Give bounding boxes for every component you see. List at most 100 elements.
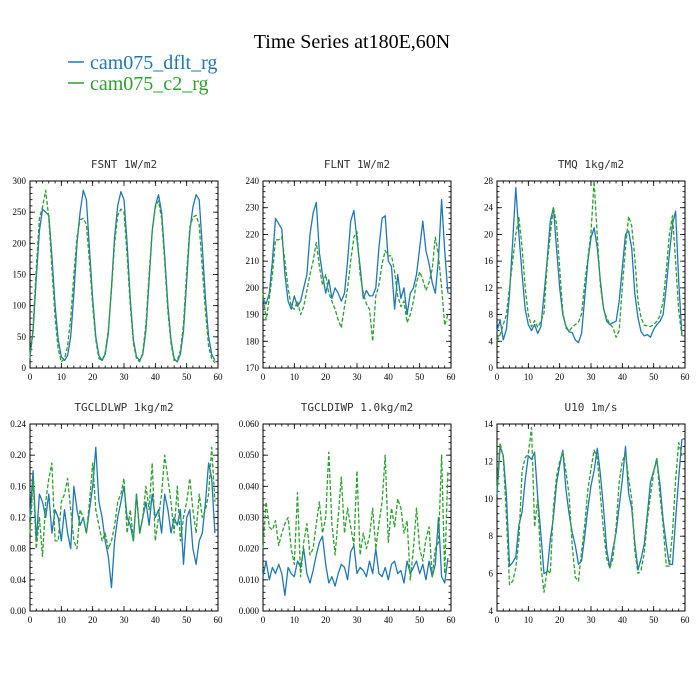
y-tick-label: 0.12 [10, 513, 26, 523]
y-tick-label: 0.24 [10, 419, 26, 429]
x-tick-label: 10 [57, 372, 67, 382]
x-tick-label: 60 [681, 372, 691, 382]
x-tick-label: 10 [290, 372, 300, 382]
series-line-dflt [496, 438, 683, 575]
x-tick-label: 50 [415, 615, 425, 625]
x-tick-label: 40 [151, 615, 161, 625]
x-tick-label: 30 [587, 372, 597, 382]
legend-label-dflt: cam075_dflt_rg [90, 52, 217, 74]
x-tick-label: 30 [120, 372, 130, 382]
x-tick-label: 20 [321, 372, 331, 382]
panel-3: TMQ 1kg/m2 0 10 20 30 40 50 60 0 4 8 12 16 20 24 28 [484, 158, 690, 382]
y-tick-label: 8 [489, 310, 494, 320]
y-tick-label: 170 [246, 363, 260, 373]
y-tick-label: 250 [13, 207, 27, 217]
y-tick-label: 12 [484, 456, 493, 466]
panel-6: U10 1m/s 0 10 20 30 40 50 60 4 6 8 10 12 14 [484, 401, 690, 625]
x-tick-label: 50 [649, 372, 659, 382]
y-tick-label: 12 [484, 283, 493, 293]
x-tick-label: 20 [555, 372, 565, 382]
x-tick-label: 0 [261, 372, 266, 382]
y-tick-label: 200 [246, 283, 260, 293]
y-tick-label: 190 [246, 310, 260, 320]
panel-title: TGCLDIWP 1.0kg/m2 [301, 401, 414, 414]
y-tick-label: 0 [22, 363, 27, 373]
y-tick-label: 14 [484, 419, 494, 429]
x-tick-label: 0 [28, 372, 33, 382]
series-line-c2 [262, 451, 449, 581]
x-tick-label: 50 [415, 372, 425, 382]
y-tick-label: 8 [489, 531, 494, 541]
y-tick-label: 220 [246, 229, 260, 239]
y-tick-label: 0.04 [10, 575, 26, 585]
x-tick-label: 40 [151, 372, 161, 382]
x-tick-label: 60 [447, 372, 457, 382]
series-line-c2 [262, 231, 449, 342]
y-tick-label: 20 [484, 229, 494, 239]
series-line-c2 [496, 180, 683, 342]
legend-label-c2: cam075_c2_rg [90, 73, 209, 95]
series-line-dflt [262, 516, 449, 597]
series-line-c2 [29, 446, 216, 558]
x-tick-label: 20 [555, 615, 565, 625]
y-tick-label: 0.08 [10, 544, 26, 554]
y-tick-label: 28 [484, 176, 494, 186]
x-tick-label: 60 [447, 615, 457, 625]
x-tick-label: 20 [88, 372, 98, 382]
x-tick-label: 40 [384, 372, 394, 382]
series-line-dflt [262, 199, 449, 316]
y-tick-label: 0.030 [239, 513, 260, 523]
y-tick-label: 150 [13, 270, 27, 280]
series-line-dflt [29, 189, 216, 363]
y-tick-label: 24 [484, 203, 494, 213]
x-tick-label: 60 [214, 372, 224, 382]
plot-frame [262, 180, 452, 369]
y-tick-label: 0.040 [239, 481, 260, 491]
x-tick-label: 30 [353, 372, 363, 382]
y-tick-label: 4 [489, 606, 494, 616]
x-tick-label: 20 [88, 615, 98, 625]
series-line-c2 [496, 427, 683, 593]
x-tick-label: 50 [182, 372, 192, 382]
panel-title: FSNT 1W/m2 [91, 158, 157, 171]
x-tick-label: 30 [587, 615, 597, 625]
y-tick-label: 180 [246, 336, 260, 346]
figure-title: Time Series at180E,60N [254, 31, 450, 53]
panel-5: TGCLDIWP 1.0kg/m2 0 10 20 30 40 50 60 0.000 0.010… [239, 401, 456, 625]
y-tick-label: 300 [13, 176, 27, 186]
y-tick-label: 0 [489, 363, 494, 373]
panel-4: TGCLDLWP 1kg/m2 0 10 20 30 40 50 60 0.00 0.04 0.08… [10, 401, 223, 625]
x-tick-label: 50 [649, 615, 659, 625]
x-tick-label: 10 [524, 372, 534, 382]
x-tick-label: 60 [681, 615, 691, 625]
x-tick-label: 20 [321, 615, 331, 625]
y-tick-label: 6 [489, 569, 494, 579]
x-tick-label: 30 [120, 615, 130, 625]
panel-title: U10 1m/s [565, 401, 618, 414]
panel-title: FLNT 1W/m2 [324, 158, 390, 171]
x-tick-label: 0 [495, 372, 500, 382]
x-tick-label: 10 [524, 615, 534, 625]
series-line-c2 [29, 189, 216, 364]
x-tick-label: 60 [214, 615, 224, 625]
y-tick-label: 200 [13, 238, 27, 248]
y-tick-label: 240 [246, 176, 260, 186]
legend: cam075_dflt_rg cam075_c2_rg [68, 52, 217, 95]
y-tick-label: 0.060 [239, 419, 260, 429]
y-tick-label: 16 [484, 256, 494, 266]
y-tick-label: 0.010 [239, 575, 260, 585]
y-tick-label: 0.00 [10, 606, 26, 616]
y-tick-label: 100 [13, 301, 27, 311]
panel-title: TMQ 1kg/m2 [558, 158, 624, 171]
plot-frame [496, 180, 686, 369]
y-tick-label: 0.050 [239, 450, 260, 460]
y-tick-label: 4 [489, 336, 494, 346]
x-tick-label: 40 [618, 615, 628, 625]
x-tick-label: 40 [618, 372, 628, 382]
y-tick-label: 0.000 [239, 606, 260, 616]
series-line-dflt [496, 187, 683, 344]
panel-title: TGCLDLWP 1kg/m2 [74, 401, 173, 414]
plot-frame [262, 423, 452, 612]
x-tick-label: 0 [28, 615, 33, 625]
